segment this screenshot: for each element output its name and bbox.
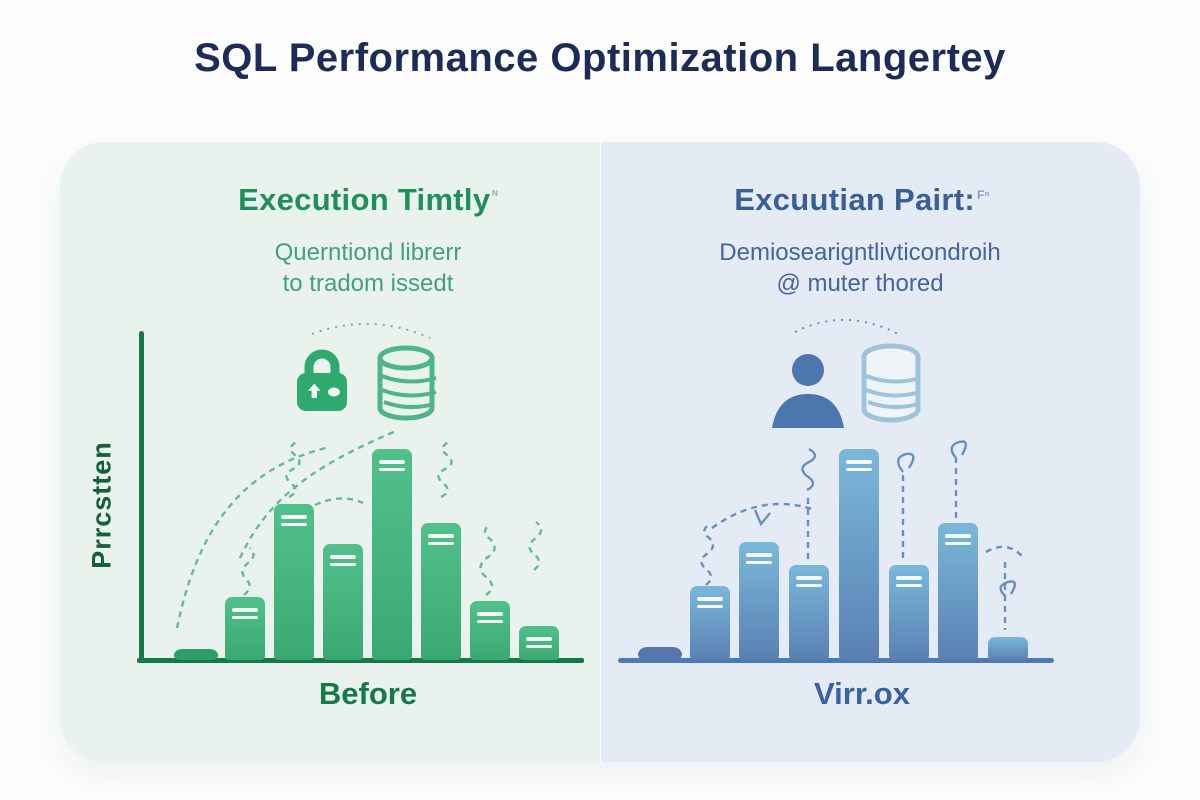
bar (739, 542, 779, 660)
bar-highlight-stripes (746, 553, 772, 568)
lock-icon (297, 349, 347, 411)
before-y-axis (139, 331, 144, 662)
bar (225, 597, 265, 660)
bar-highlight-stripes (796, 576, 822, 591)
bar (889, 565, 929, 660)
after-heading: Excuutian Pairt: Fⁿ (734, 182, 990, 217)
bar (174, 649, 218, 660)
bar-highlight-stripes (428, 534, 454, 549)
after-subtitle: Demiosearigntlivticondroih @ muter thore… (719, 239, 1001, 297)
bar-highlight-stripes (945, 534, 971, 549)
bar (938, 523, 978, 660)
database-icon (377, 345, 437, 421)
bar-highlight-stripes (526, 637, 552, 652)
bar-highlight-stripes (232, 608, 258, 623)
before-y-axis-label: Prrcstten (86, 441, 117, 569)
bar (372, 449, 412, 660)
bar (274, 504, 314, 660)
before-heading-sup: ᴺ (492, 187, 498, 202)
bar (323, 544, 363, 660)
bar-highlight-stripes (379, 460, 405, 475)
bar-highlight-stripes (846, 460, 872, 475)
bar (470, 601, 510, 660)
after-x-label: Virr.ox (814, 676, 910, 711)
before-heading: Execution Timtly ᴺ (238, 182, 498, 217)
bar-highlight-stripes (477, 612, 503, 627)
before-subtitle: Querntiond librerr to tradom issedt (274, 239, 462, 297)
bar-highlight-stripes (330, 555, 356, 570)
page-title: SQL Performance Optimization Langertey (194, 36, 1006, 80)
person-icon (772, 354, 844, 428)
bar (988, 637, 1028, 660)
bar (690, 586, 730, 660)
before-x-label: Before (318, 676, 418, 711)
after-x-axis (618, 658, 1054, 663)
bar-highlight-stripes (697, 597, 723, 612)
bar (789, 565, 829, 660)
comparison-card (60, 142, 1140, 762)
database-icon (861, 343, 921, 423)
bar-highlight-stripes (896, 576, 922, 591)
bar-highlight-stripes (281, 515, 307, 530)
bar (519, 626, 559, 660)
before-x-axis (137, 658, 584, 663)
bar (638, 647, 682, 660)
bar (839, 449, 879, 660)
after-heading-sup: Fⁿ (977, 187, 990, 202)
bar (421, 523, 461, 660)
